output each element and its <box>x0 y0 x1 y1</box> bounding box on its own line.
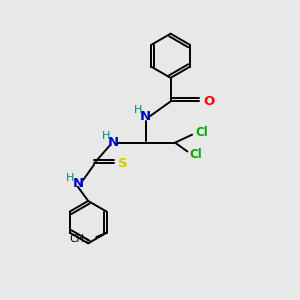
Text: N: N <box>72 177 83 190</box>
Text: H: H <box>102 131 110 141</box>
Text: O: O <box>203 95 214 108</box>
Text: Cl: Cl <box>196 126 208 139</box>
Text: CH₃: CH₃ <box>70 234 89 244</box>
Text: N: N <box>108 136 119 149</box>
Text: S: S <box>118 157 127 170</box>
Text: Cl: Cl <box>190 148 203 161</box>
Text: N: N <box>140 110 151 123</box>
Text: H: H <box>66 173 74 183</box>
Text: H: H <box>134 105 142 115</box>
